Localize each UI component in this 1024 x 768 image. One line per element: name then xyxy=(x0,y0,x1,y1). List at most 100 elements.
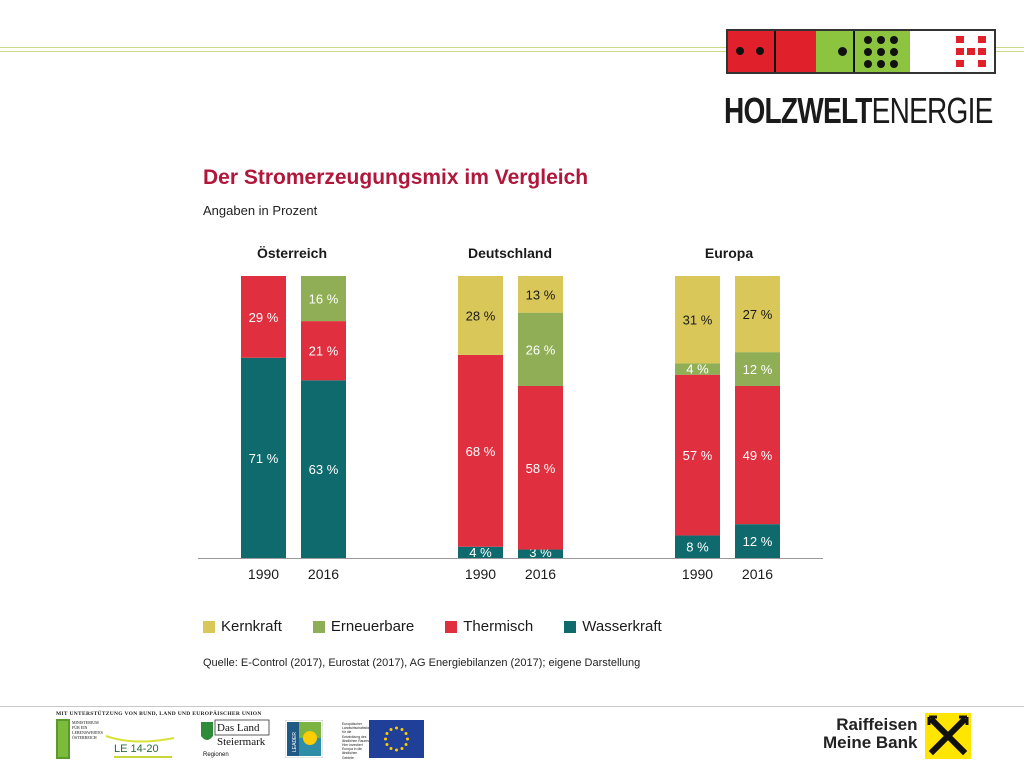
eu-fund-text: Europäischer Landwirtschaftsfonds für di… xyxy=(342,722,374,760)
bar-segment-wasserkraft xyxy=(735,524,780,558)
data-label: 12 % xyxy=(743,534,773,549)
bar-segment-thermisch xyxy=(301,321,346,381)
steiermark-line3: Regionen xyxy=(203,752,229,758)
eu-star-icon xyxy=(385,732,389,735)
bar-segment-thermisch xyxy=(458,354,503,547)
group-title: Österreich xyxy=(257,245,327,261)
legend-item: Kernkraft xyxy=(203,618,282,635)
eu-star-icon xyxy=(404,743,408,746)
data-label: 49 % xyxy=(743,448,773,463)
data-label: 57 % xyxy=(683,448,713,463)
x-tick-label: 1990 xyxy=(248,566,279,582)
eu-flag-logo xyxy=(369,720,424,758)
le-text: LE 14-20 xyxy=(114,743,159,755)
data-label: 29 % xyxy=(249,310,279,325)
eu-star-icon xyxy=(395,748,398,752)
legend-item: Wasserkraft xyxy=(564,618,662,635)
x-tick-label: 2016 xyxy=(742,566,773,582)
logo-green-segment xyxy=(816,31,910,72)
legend-item: Thermisch xyxy=(445,618,533,635)
bar-segment-kernkraft xyxy=(458,276,503,355)
eu-star-icon xyxy=(406,737,409,741)
data-label: 71 % xyxy=(249,451,279,466)
legend-label: Thermisch xyxy=(463,618,534,635)
legend-swatch xyxy=(564,620,577,633)
bar-segment-erneuerbare xyxy=(735,352,780,386)
eu-star-icon xyxy=(389,727,393,731)
source-note: Quelle: E-Control (2017), Eurostat (2017… xyxy=(203,657,641,669)
eu-star-icon xyxy=(389,747,393,751)
bar-segment-erneuerbare xyxy=(518,312,563,386)
data-label: 16 % xyxy=(309,292,339,307)
chart-subtitle: Angaben in Prozent xyxy=(203,203,318,218)
chart-title: Der Stromerzeugungsmix im Vergleich xyxy=(203,166,589,189)
header-rule-top xyxy=(0,47,1024,48)
data-label: 21 % xyxy=(309,344,339,359)
data-label: 31 % xyxy=(683,313,713,328)
holzweltenergie-wordmark: HOLZWELTENERGIE xyxy=(724,90,993,132)
raiffeisen-line2: Meine Bank xyxy=(823,733,918,752)
chart-legend: Kernkraft Erneuerbare Thermisch Wasserkraft xyxy=(203,618,693,635)
wordmark-bold: HOLZWELT xyxy=(724,90,872,131)
bar-segment-thermisch xyxy=(735,385,780,525)
bar-segment-thermisch xyxy=(675,374,720,536)
legend-swatch xyxy=(203,620,215,633)
funding-caption: MIT UNTERSTÜTZUNG VON BUND, LAND UND EUR… xyxy=(56,711,262,717)
bar-segment-erneuerbare xyxy=(301,276,346,322)
header-rule-bottom xyxy=(0,51,1024,52)
bar-segment-wasserkraft xyxy=(241,357,286,558)
x-tick-label: 1990 xyxy=(465,566,496,582)
eu-star-icon xyxy=(395,726,398,730)
bar-segment-kernkraft xyxy=(735,276,780,353)
eu-star-icon xyxy=(400,747,404,751)
legend-swatch xyxy=(312,620,325,633)
data-label: 63 % xyxy=(309,462,339,477)
steiermark-line1: Das Land xyxy=(217,722,260,734)
x-tick-label: 2016 xyxy=(525,566,556,582)
stacked-bar-chart: Österreich 71 % 29 % 1990 63 % 21 % 16 % 2016 De… xyxy=(198,245,823,582)
eu-star-icon xyxy=(400,727,404,731)
logo-dice-dots xyxy=(864,36,898,68)
legend-item: Erneuerbare xyxy=(312,618,414,635)
data-label: 4 % xyxy=(686,362,709,377)
steiermark-line2: Steiermark xyxy=(217,736,266,748)
x-tick-label: 1990 xyxy=(682,566,713,582)
wordmark-light: ENERGIE xyxy=(871,90,994,131)
raiffeisen-line1: Raiffeisen xyxy=(836,715,918,734)
data-label: 8 % xyxy=(686,540,709,555)
ministry-text: MINISTERIUM FÜR EIN LEBENSWERTES ÖSTERRE… xyxy=(72,720,103,740)
legend-label: Wasserkraft xyxy=(582,618,662,635)
group-title: Europa xyxy=(705,245,753,261)
bar-segment-kernkraft xyxy=(675,276,720,364)
legend-label: Kernkraft xyxy=(221,618,282,635)
logo-pixel-h xyxy=(956,36,986,67)
leader-text: LEADER xyxy=(292,732,298,752)
logo-red-segment xyxy=(728,31,816,72)
bar-segment-kernkraft xyxy=(518,276,563,313)
data-label: 13 % xyxy=(526,287,556,302)
x-tick-label: 2016 xyxy=(308,566,339,582)
legend-swatch xyxy=(445,620,458,633)
raiffeisen-gable-cross-icon xyxy=(925,713,971,759)
data-label: 27 % xyxy=(743,307,773,322)
group-title: Deutschland xyxy=(468,245,552,261)
bar-segment-wasserkraft xyxy=(458,546,503,558)
data-label: 26 % xyxy=(526,342,556,357)
ministry-logo: MINISTERIUM FÜR EIN LEBENSWERTES ÖSTERRE… xyxy=(56,719,104,759)
holzweltenergie-logo-mark xyxy=(726,29,996,74)
data-label: 28 % xyxy=(466,308,496,323)
eu-star-icon xyxy=(384,737,387,741)
logo-white-segment xyxy=(910,31,994,72)
bar-segment-wasserkraft xyxy=(518,549,563,558)
eu-star-icon xyxy=(385,743,389,746)
le-14-20-logo: LE 14-20 xyxy=(104,730,182,760)
steiermark-logo: Das Land Steiermark Regionen xyxy=(199,718,271,760)
bar-segment-wasserkraft xyxy=(675,535,720,558)
data-label: 4 % xyxy=(469,545,492,560)
data-label: 68 % xyxy=(466,444,496,459)
data-label: 58 % xyxy=(526,461,556,476)
raiffeisen-text: Raiffeisen Meine Bank xyxy=(823,716,917,752)
bar-segment-wasserkraft xyxy=(301,380,346,558)
bar-segment-erneuerbare xyxy=(675,363,720,375)
bar-segment-thermisch xyxy=(241,276,286,358)
